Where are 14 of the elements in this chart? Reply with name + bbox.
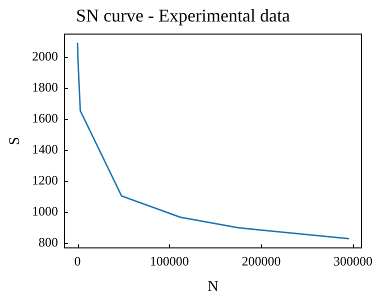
y-tick-label: 1800 (32, 80, 58, 95)
x-tick-label: 300000 (334, 254, 373, 269)
x-tick-label: 0 (74, 254, 81, 269)
y-tick-label: 2000 (32, 48, 58, 64)
y-tick-label: 1600 (32, 110, 58, 126)
y-tick-label: 1000 (32, 204, 58, 219)
x-tick-label: 200000 (242, 254, 281, 269)
y-tick-label: 1200 (32, 172, 58, 188)
y-tick-label: 1400 (32, 142, 58, 157)
x-axis-title: N (208, 278, 219, 295)
y-tick-label: 800 (38, 234, 58, 250)
chart-title: SN curve - Experimental data (76, 6, 290, 26)
y-axis-title: S (6, 136, 23, 146)
x-tick-label: 100000 (150, 254, 189, 269)
